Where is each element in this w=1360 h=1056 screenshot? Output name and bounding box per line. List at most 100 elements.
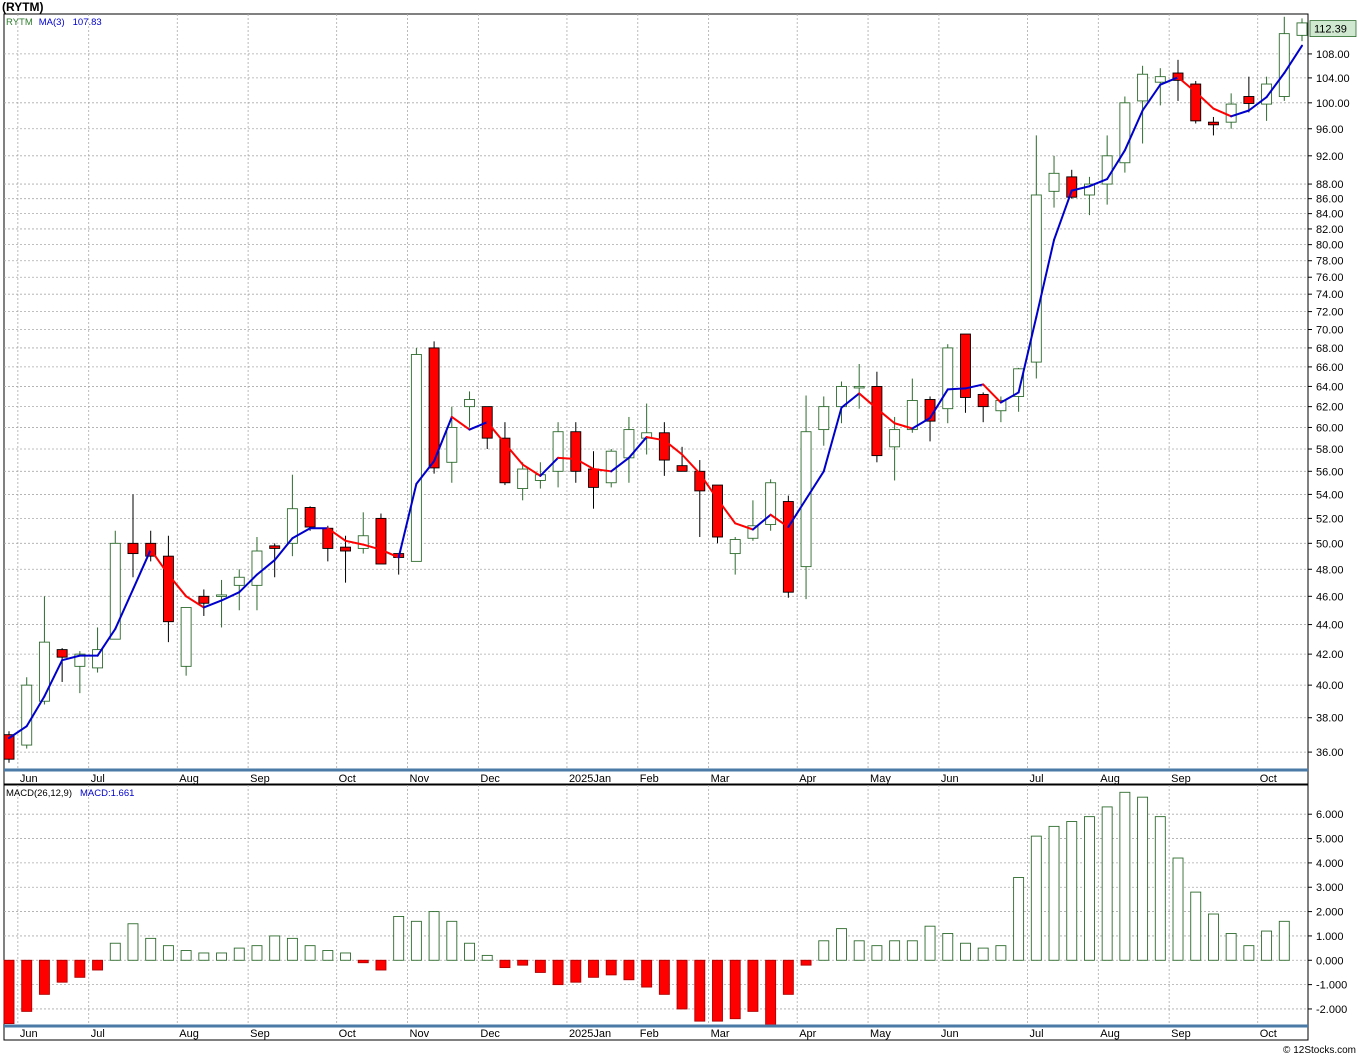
macd-bar — [393, 916, 405, 961]
price-plot-frame — [3, 13, 1309, 771]
candle-body — [889, 429, 901, 448]
macd-tick-label: 2.000 — [1316, 907, 1344, 919]
price-tick-label: 100.00 — [1316, 98, 1350, 110]
ma3-segment — [344, 539, 365, 546]
macd-bar — [1225, 933, 1237, 961]
candle-body — [1243, 96, 1255, 104]
macd-bar — [162, 945, 174, 961]
ma3-segment — [964, 383, 985, 390]
macd-bar — [286, 937, 298, 961]
candle-body — [658, 432, 670, 461]
ma3-segment — [61, 654, 81, 662]
ma3-segment — [220, 591, 241, 602]
candle-body — [56, 649, 68, 658]
macd-bar — [836, 928, 847, 961]
price-x-label: Mar — [711, 773, 730, 785]
macd-bar — [641, 959, 653, 988]
price-tick-label: 38.00 — [1316, 713, 1344, 725]
candle-body — [38, 641, 50, 702]
price-tick-label: 62.00 — [1316, 402, 1344, 414]
last-price-tag: 112.39 — [1314, 24, 1347, 36]
macd-x-label: May — [870, 1028, 891, 1040]
candle-body — [127, 542, 139, 555]
ma3-segment — [840, 392, 861, 409]
macd-bar — [233, 947, 245, 961]
macd-bar — [942, 933, 954, 961]
price-tick-label: 52.00 — [1316, 513, 1344, 525]
macd-bar — [499, 959, 511, 969]
ma3-segment — [397, 482, 418, 559]
macd-bar — [871, 945, 883, 961]
candle-body — [357, 535, 369, 549]
macd-x-label: Oct — [1260, 1028, 1277, 1040]
ma3-segment — [1053, 189, 1073, 241]
macd-bar — [145, 937, 157, 961]
macd-x-label: Jul — [91, 1028, 105, 1040]
price-tick-label: 92.00 — [1316, 151, 1344, 163]
price-tick-label: 76.00 — [1316, 272, 1344, 284]
candle-body — [1154, 76, 1166, 83]
macd-bar — [1084, 816, 1095, 961]
macd-bar — [1137, 796, 1149, 961]
price-tick-label: 48.00 — [1316, 564, 1344, 576]
price-tick-label: 58.00 — [1316, 444, 1344, 456]
ma3-segment — [521, 463, 542, 477]
macd-x-label: Jun — [20, 1028, 38, 1040]
ma3-segment — [946, 387, 967, 391]
ticker-title: (RYTM) — [2, 0, 44, 14]
macd-bar — [92, 959, 104, 971]
macd-bar — [1278, 920, 1290, 961]
price-tick-label: 70.00 — [1316, 324, 1344, 336]
candle-body — [570, 431, 582, 472]
ma3-segment — [415, 460, 436, 485]
candle-body — [109, 542, 121, 640]
macd-bar — [3, 959, 15, 1025]
ma3-segment — [326, 527, 347, 542]
macd-bar — [109, 942, 121, 961]
ma3-segment — [1283, 44, 1303, 75]
macd-bar — [782, 959, 794, 995]
ma3-segment — [291, 527, 312, 540]
candle-body — [712, 484, 723, 538]
candle-body — [588, 468, 599, 488]
price-tick-label: 68.00 — [1316, 343, 1344, 355]
macd-bar — [1030, 835, 1042, 961]
candle-body — [747, 525, 759, 539]
macd-bar — [552, 959, 564, 986]
ma3-segment — [238, 573, 258, 594]
macd-legend-value: MACD:1.661 — [80, 788, 134, 799]
price-tick-label: 66.00 — [1316, 362, 1344, 374]
macd-bar — [570, 959, 582, 983]
ma3-segment — [805, 470, 825, 501]
price-x-label: Feb — [640, 773, 659, 785]
price-x-label: Nov — [410, 773, 430, 785]
ma3-segment — [751, 513, 772, 531]
macd-bar — [658, 959, 670, 995]
candle-body — [765, 482, 777, 525]
macd-bar — [889, 940, 901, 961]
candle-body — [853, 385, 865, 389]
ma3-segment — [1141, 83, 1162, 112]
macd-tick-label: 6.000 — [1316, 809, 1344, 821]
candle-body — [180, 607, 192, 667]
ma3-segment — [1070, 185, 1091, 192]
price-tick-label: 72.00 — [1316, 307, 1344, 319]
price-tick-label: 86.00 — [1316, 194, 1344, 206]
macd-bar — [960, 942, 971, 961]
price-tick-label: 56.00 — [1316, 466, 1344, 478]
legend-symbol: RYTM — [6, 17, 33, 28]
ma3-segment — [43, 659, 64, 698]
candle-body — [1137, 73, 1149, 102]
candle-body — [1261, 83, 1273, 105]
price-x-label: Sep — [250, 773, 270, 785]
candle-body — [995, 400, 1007, 412]
macd-bar — [180, 950, 192, 961]
copyright-footer: © 12Stocks.com — [1283, 1045, 1356, 1056]
ma3-segment — [433, 415, 453, 463]
macd-bar — [304, 945, 316, 961]
macd-bar — [446, 920, 458, 961]
ma3-segment — [1230, 109, 1250, 118]
last-price-tag-box — [1309, 20, 1357, 37]
candle-body — [233, 576, 245, 586]
